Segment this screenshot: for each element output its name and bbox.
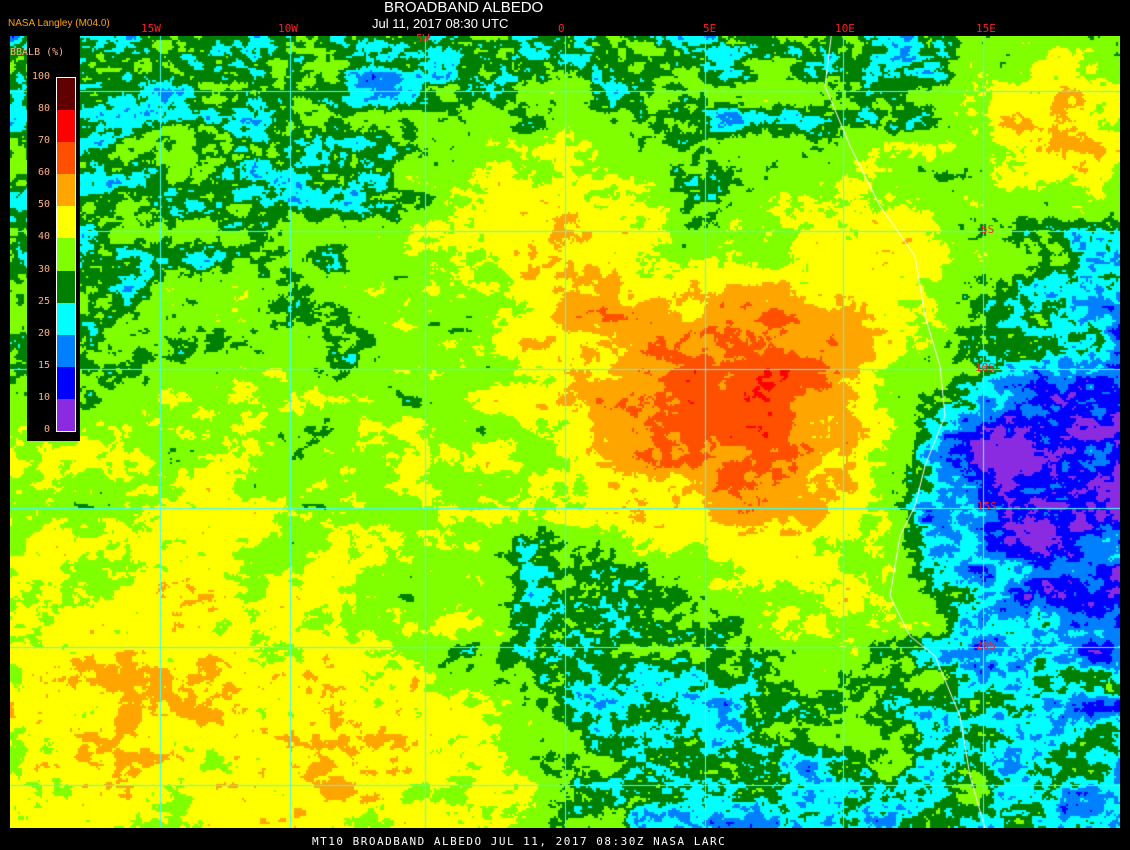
map-title: BROADBAND ALBEDO bbox=[384, 0, 544, 16]
legend-swatch bbox=[57, 174, 75, 207]
legend-swatch bbox=[57, 334, 75, 367]
legend-tick-label: 50 bbox=[37, 199, 50, 211]
legend-tick-label: 25 bbox=[37, 295, 50, 307]
legend-tick-label: 30 bbox=[37, 263, 50, 275]
legend-swatch bbox=[57, 110, 75, 143]
map-datetime: Jul 11, 2017 08:30 UTC bbox=[372, 16, 509, 31]
lon-label-0: 0 bbox=[558, 22, 565, 35]
legend-swatch bbox=[57, 206, 75, 239]
lon-label-15e: 15E bbox=[976, 22, 996, 35]
albedo-map-image bbox=[10, 36, 1120, 828]
lon-label-5e: 5E bbox=[703, 22, 717, 35]
legend-swatch bbox=[57, 238, 75, 271]
lat-label-15s: 15S bbox=[977, 500, 997, 513]
legend-swatch bbox=[57, 398, 75, 432]
legend-tick-label: 40 bbox=[37, 231, 50, 243]
legend-tick-label: 0 bbox=[43, 424, 50, 435]
lat-label-5s: 5S bbox=[981, 223, 995, 236]
legend-tick-label: 15 bbox=[37, 359, 50, 371]
legend-tick-label: 20 bbox=[37, 327, 50, 339]
legend-tick-label: 70 bbox=[37, 135, 50, 147]
lat-label-20s: 20S bbox=[976, 639, 996, 652]
legend-swatch bbox=[57, 142, 75, 175]
lon-label-15w: 15W bbox=[141, 22, 161, 35]
legend-swatch bbox=[57, 78, 75, 111]
legend-tick-label: 10 bbox=[37, 391, 50, 403]
lat-label-10s: 10S bbox=[975, 361, 995, 374]
lon-label-10e: 10E bbox=[835, 22, 855, 35]
legend-title: BBALB (%) bbox=[10, 47, 65, 58]
legend-swatch bbox=[57, 302, 75, 335]
legend-tick-label: 60 bbox=[37, 167, 50, 179]
legend-swatch bbox=[57, 270, 75, 303]
footer-caption: MT10 BROADBAND ALBEDO JUL 11, 2017 08:30… bbox=[312, 835, 727, 848]
legend-color-bar bbox=[56, 77, 76, 432]
legend-swatch bbox=[57, 366, 75, 399]
lon-label-5w: 5W bbox=[416, 32, 430, 45]
source-label: NASA Langley (M04.0) bbox=[8, 18, 110, 29]
legend-tick-label: 80 bbox=[37, 103, 50, 115]
legend-tick-label: 100 bbox=[31, 71, 50, 82]
lon-label-10w: 10W bbox=[278, 22, 298, 35]
